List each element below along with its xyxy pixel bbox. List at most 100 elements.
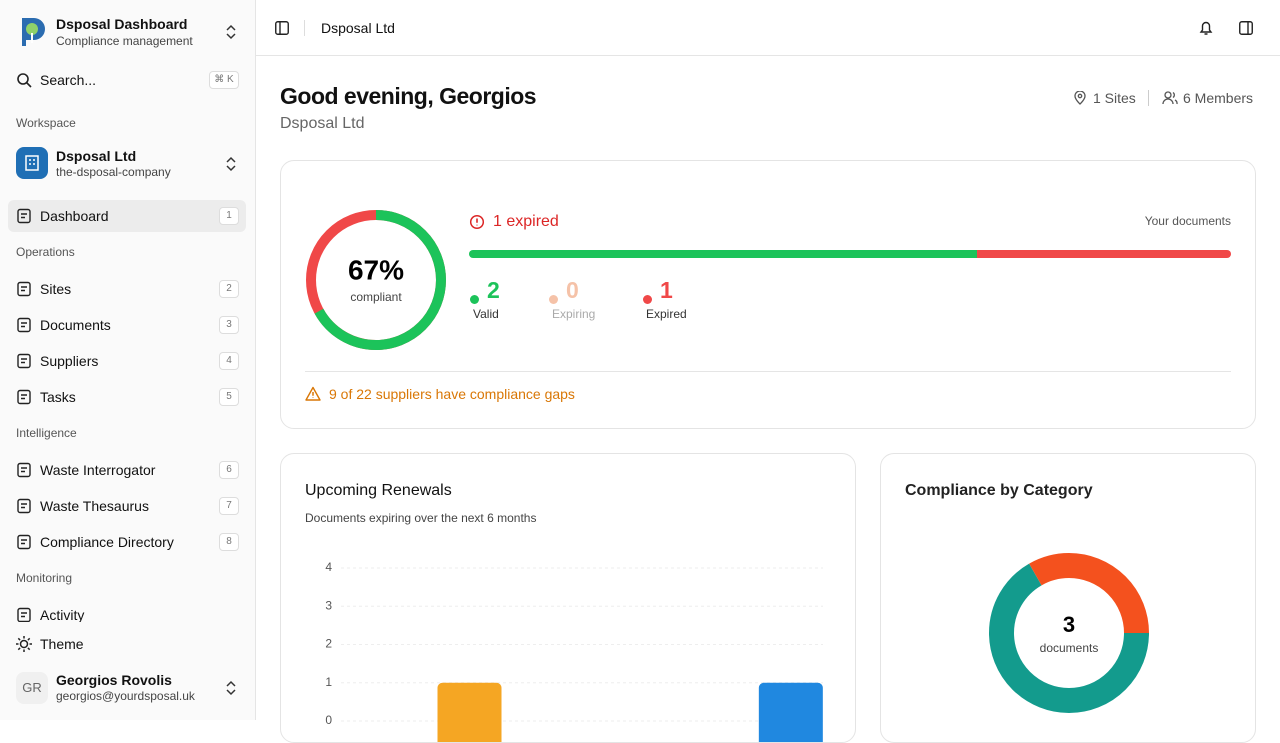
nav-shortcut: 5 xyxy=(219,388,239,406)
icon-shape xyxy=(21,213,27,219)
nav-item[interactable]: Sites xyxy=(40,281,72,297)
compliance-card: 67% compliant 1 expired Your documents 2… xyxy=(280,160,1256,429)
nav-group-label: Intelligence xyxy=(16,426,77,440)
stat-value: 0 xyxy=(566,277,579,303)
theme-toggle[interactable]: Theme xyxy=(40,636,84,652)
nav-shortcut: 6 xyxy=(219,461,239,479)
members-icon xyxy=(1162,91,1178,105)
panel-toggle[interactable] xyxy=(1239,21,1253,35)
ring-compliant xyxy=(306,210,446,350)
icon-shape xyxy=(17,498,31,514)
body: Dsposal Dashboard Compliance management … xyxy=(8,0,1280,743)
icon-shape xyxy=(17,281,31,297)
nav-icon xyxy=(17,353,31,369)
documents-bar xyxy=(469,250,1231,258)
nav-shortcut: 1 xyxy=(219,207,239,225)
y-tick-label: 0 xyxy=(325,713,332,727)
icon-shape xyxy=(17,534,31,550)
nav-shortcut: 2 xyxy=(219,280,239,298)
supplier-gaps[interactable]: 9 of 22 suppliers have compliance gaps xyxy=(329,386,575,402)
nav-item[interactable]: Documents xyxy=(40,317,111,333)
workspace-chevron[interactable] xyxy=(224,156,238,172)
workspace-name[interactable]: Dsposal Ltd xyxy=(56,148,137,164)
icon-shape xyxy=(17,462,31,478)
page: Dashboard {"sidebar": {"app_title": "Dsp… xyxy=(8,0,1280,743)
alert-icon xyxy=(469,214,485,230)
app-title: Dsposal Dashboard xyxy=(56,16,188,32)
divider xyxy=(1148,90,1149,106)
icon-shape xyxy=(17,317,31,333)
nav-icon xyxy=(17,281,31,297)
nav-item[interactable]: Dashboard xyxy=(40,208,109,224)
icon-shape xyxy=(21,394,27,400)
icon-shape xyxy=(17,607,31,622)
nav-group-label: Operations xyxy=(16,245,75,259)
logo xyxy=(22,18,45,46)
donut-label: documents xyxy=(1040,641,1099,655)
icon-shape xyxy=(21,358,27,364)
icon-shape xyxy=(21,286,27,292)
company: Dsposal Ltd xyxy=(280,115,365,132)
documents-label: Your documents xyxy=(1144,214,1231,228)
nav-shortcut: 4 xyxy=(219,352,239,370)
search[interactable]: Search... xyxy=(40,72,97,88)
nav-item[interactable]: Waste Interrogator xyxy=(40,462,156,478)
divider xyxy=(304,20,305,36)
workspace-icon xyxy=(16,147,48,179)
workspace-slug: the-dsposal-company xyxy=(56,165,171,179)
icon-shape xyxy=(17,389,31,405)
topbar: Dsposal Ltd xyxy=(256,0,1280,56)
nav-icon xyxy=(17,534,31,550)
app-subtitle: Compliance management xyxy=(56,34,193,48)
nav-item[interactable]: Suppliers xyxy=(40,353,99,369)
donut-segment xyxy=(989,553,1149,713)
members-count[interactable]: 6 Members xyxy=(1183,90,1254,106)
user-chevron[interactable] xyxy=(224,680,238,696)
topbar-title: Dsposal Ltd xyxy=(321,20,395,36)
expired-alert[interactable]: 1 expired xyxy=(493,213,559,230)
stat-dot xyxy=(470,295,479,304)
nav-shortcut: 8 xyxy=(219,533,239,551)
icon-shape xyxy=(21,539,27,545)
icon-shape xyxy=(21,612,27,618)
compliance-caption: compliant xyxy=(350,290,402,304)
nav-item[interactable]: Tasks xyxy=(40,389,76,405)
sites-icon xyxy=(1074,91,1086,105)
compliance-percent: 67% xyxy=(348,254,404,285)
bar xyxy=(758,682,823,742)
notifications[interactable] xyxy=(1199,20,1213,36)
donut-total: 3 xyxy=(1063,612,1075,637)
sites-count[interactable]: 1 Sites xyxy=(1093,90,1136,106)
y-tick-label: 3 xyxy=(325,598,332,612)
switcher-chevron[interactable] xyxy=(224,24,238,40)
theme-icon xyxy=(16,636,32,652)
category-donut: 3 documents xyxy=(989,553,1149,713)
icon-shape xyxy=(21,503,27,509)
nav-shortcut: 3 xyxy=(219,316,239,334)
user-avatar: GR xyxy=(16,672,48,704)
stat-label: Expiring xyxy=(552,307,596,321)
user-name[interactable]: Georgios Rovolis xyxy=(56,672,172,688)
stat-label: Expired xyxy=(646,307,687,321)
nav-item[interactable]: Compliance Directory xyxy=(40,534,174,550)
nav-icon xyxy=(17,389,31,405)
renewals-title: Upcoming Renewals xyxy=(305,482,452,499)
nav-icon xyxy=(17,317,31,333)
y-tick-label: 2 xyxy=(325,637,332,651)
renewals-chart: 0 1 2 3 4 xyxy=(325,560,823,742)
sidebar-toggle[interactable] xyxy=(275,21,289,35)
stat-label: Valid xyxy=(473,307,499,321)
documents-bar-segment xyxy=(977,250,1231,258)
nav-icon xyxy=(17,462,31,478)
renewals-card: Upcoming Renewals Documents expiring ove… xyxy=(280,453,856,743)
greeting: Good evening, Georgios xyxy=(280,83,537,109)
y-tick-label: 1 xyxy=(325,675,332,689)
stat-value: 1 xyxy=(660,277,673,303)
nav-item[interactable]: Waste Thesaurus xyxy=(40,498,149,514)
nav-icon xyxy=(17,607,31,622)
stat-value: 2 xyxy=(487,277,500,303)
workspace-label: Workspace xyxy=(16,116,76,130)
category-title: Compliance by Category xyxy=(905,482,1093,499)
search-icon xyxy=(17,73,32,88)
nav-item[interactable]: Activity xyxy=(40,607,85,622)
